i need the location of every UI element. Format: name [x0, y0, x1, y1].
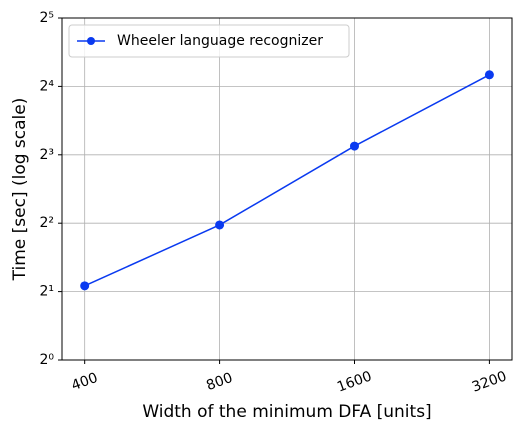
legend-box — [68, 24, 350, 58]
legend-marker — [87, 37, 95, 45]
y-tick-label: 2⁵ — [39, 10, 54, 26]
data-line — [84, 74, 490, 287]
y-tick-label: 2⁰ — [39, 352, 54, 368]
plot-frame — [61, 17, 513, 361]
data-point — [484, 70, 494, 80]
y-tick-label: 2⁴ — [39, 78, 54, 94]
data-point — [215, 220, 225, 230]
x-axis-label: Width of the minimum DFA [units] — [142, 402, 431, 422]
x-tick-label: 3200 — [470, 368, 509, 395]
y-tick-label: 2¹ — [39, 284, 54, 300]
y-axis-label: Time [sec] (log scale) — [10, 98, 30, 282]
legend-label: Wheeler language recognizer — [117, 33, 323, 49]
x-tick-label: 400 — [69, 370, 100, 394]
y-tick-label: 2² — [39, 215, 54, 231]
grid — [62, 17, 512, 361]
legend: Wheeler language recognizer — [68, 24, 350, 58]
data-point — [349, 141, 359, 151]
y-tick-label: 2³ — [39, 147, 54, 163]
data-point — [80, 281, 90, 291]
x-tick-label: 800 — [204, 370, 235, 394]
x-tick-label: 1600 — [335, 368, 374, 395]
